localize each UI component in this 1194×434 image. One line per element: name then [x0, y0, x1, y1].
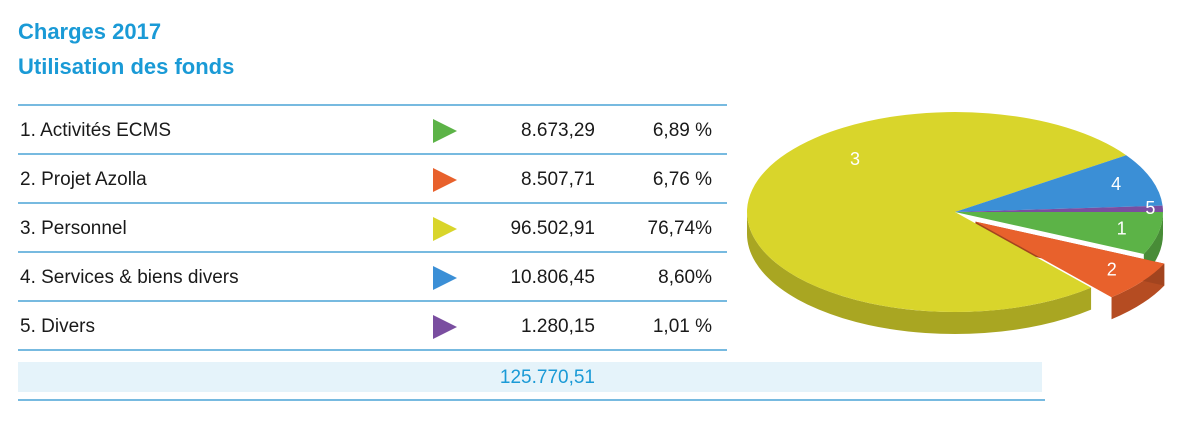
row-marker — [433, 315, 457, 339]
total-amount: 125.770,51 — [500, 367, 595, 388]
row-amount: 8.507,71 — [521, 169, 595, 190]
slice-label: 5 — [1145, 198, 1155, 218]
slice-label: 4 — [1111, 174, 1121, 194]
total-band — [18, 362, 1042, 392]
slice-label: 3 — [850, 149, 860, 169]
pie-slice — [955, 155, 1163, 212]
pie-side — [747, 212, 1092, 334]
row-amount: 10.806,45 — [510, 267, 595, 288]
slice-label: 1 — [1117, 218, 1127, 238]
row-percent: 1,01 % — [653, 316, 712, 337]
row-label: 1. Activités ECMS — [20, 120, 171, 141]
row-amount: 96.502,91 — [510, 218, 595, 239]
pie-slice — [955, 212, 1163, 254]
row-amount: 8.673,29 — [521, 120, 595, 141]
row-percent: 6,89 % — [653, 120, 712, 141]
pie-slice — [747, 112, 1127, 312]
row-marker — [433, 266, 457, 290]
pie-slice — [975, 221, 1165, 298]
subtitle: Utilisation des fonds — [18, 54, 234, 79]
row-marker — [433, 119, 457, 143]
title: Charges 2017 — [18, 19, 161, 44]
pie-side — [1143, 212, 1163, 276]
row-label: 2. Projet Azolla — [20, 169, 147, 190]
row-percent: 76,74% — [648, 218, 713, 239]
row-marker — [433, 217, 457, 241]
row-percent: 8,60% — [658, 267, 712, 288]
pie-slice — [955, 205, 1163, 212]
slice-label: 2 — [1107, 260, 1117, 280]
row-label: 5. Divers — [20, 316, 95, 337]
row-marker — [433, 168, 457, 192]
row-amount: 1.280,15 — [521, 316, 595, 337]
row-percent: 6,76 % — [653, 169, 712, 190]
row-label: 3. Personnel — [20, 218, 127, 239]
row-label: 4. Services & biens divers — [20, 267, 239, 288]
